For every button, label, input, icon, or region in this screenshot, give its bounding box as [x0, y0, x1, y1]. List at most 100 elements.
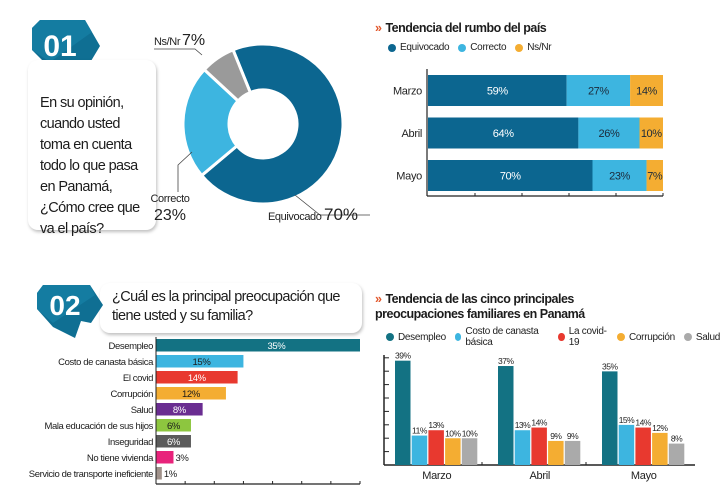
bar-equivocado-abril — [428, 117, 579, 149]
bar-value-label: 6% — [167, 421, 181, 432]
bar-corrupcion — [156, 387, 226, 400]
row-label-abril: Abril — [401, 128, 422, 140]
category-label-desempleo: Desempleo — [109, 341, 154, 352]
donut-slice-correcto — [181, 67, 241, 178]
legend-label: Desempleo — [398, 331, 446, 343]
bar-la-covid-19-mayo — [635, 427, 651, 465]
category-label-corrupcion: Corrupción — [111, 389, 154, 400]
bar-salud-abril — [564, 440, 581, 465]
x-tick-label-marzo: Marzo — [422, 470, 451, 482]
bar-value-label: 35% — [602, 361, 618, 371]
bar-value-label: 35% — [267, 341, 286, 352]
bar-equivocado-marzo — [428, 75, 567, 106]
bar-costo-de-canasta-basica — [156, 355, 244, 368]
question-2-box — [100, 283, 362, 333]
category-label-servicio-de-transporte-ineficiente: Servicio de transporte ineficiente — [29, 469, 153, 480]
section-02-number: 02 — [49, 290, 80, 321]
bar-ns-nr-abril — [639, 117, 663, 149]
bar-value-label: 27% — [588, 86, 609, 98]
bar-salud-marzo — [461, 438, 478, 465]
donut-label-correcto: Correcto — [151, 193, 190, 205]
donut-value-equivocado: 70% — [324, 205, 358, 224]
bar-no-tiene-vivienda — [156, 451, 174, 464]
category-label-mala-educacion-de-sus-hijos: Mala educación de sus hijos — [44, 421, 153, 432]
donut-label-nsnr: Ns/Nr — [154, 36, 181, 48]
bar-value-label: 11% — [412, 426, 428, 436]
legend-label: La covid-19 — [568, 326, 607, 348]
bar-value-label: 8% — [671, 434, 683, 444]
donut-value-nsnr: 7% — [182, 32, 205, 49]
bar-ns-nr-mayo — [646, 160, 663, 191]
bar-value-label: 12% — [182, 389, 201, 400]
bar-salud-mayo — [668, 443, 685, 465]
bar-costo-de-canasta-basica-abril — [514, 430, 531, 465]
legend-dot-icon — [454, 333, 462, 341]
section-01-number: 01 — [43, 30, 76, 63]
category-label-inseguridad: Inseguridad — [108, 437, 153, 448]
legend-dot-icon — [617, 333, 625, 341]
donut-slice-ns-nr — [202, 47, 253, 104]
bar-value-label: 26% — [599, 128, 620, 140]
question-1-box — [28, 60, 156, 230]
bar-value-label: 23% — [609, 171, 630, 183]
bar-value-label: 14% — [635, 418, 651, 428]
row-label-mayo: Mayo — [396, 171, 422, 183]
preocupaciones-legend-item-corrupcion: Corrupción — [617, 332, 675, 343]
preocupaciones-legend-item-la-covid-19: La covid-19 — [558, 326, 608, 348]
tendencia-rumbo-chart: Marzo 59% 27% 14% Abril 64% 26% 10% Mayo 70% 23% 7% — [393, 69, 664, 197]
donut-slice-equivocado — [199, 42, 345, 206]
bar-desempleo-mayo — [602, 371, 618, 465]
bar-value-label: 10% — [462, 428, 478, 438]
bar-value-label: 10% — [445, 428, 461, 438]
bar-value-label: 9% — [567, 431, 579, 441]
question-2-text: ¿Cuál es la principal preocupación que t… — [112, 289, 340, 324]
bar-inseguridad — [156, 435, 191, 448]
category-label-costo-de-canasta-basica: Costo de canasta básica — [58, 357, 154, 368]
preocupaciones-legend-item-desempleo: Desempleo — [386, 332, 446, 343]
bar-corrupcion-abril — [548, 440, 564, 465]
bar-value-label: 59% — [487, 86, 508, 98]
bar-value-label: 13% — [515, 420, 531, 430]
legend-dot-icon — [386, 333, 394, 341]
bar-value-label: 64% — [493, 128, 514, 140]
legend-label: Costo de canasta básica — [465, 326, 539, 348]
tendencia-rumbo-legend: Equivocado Correcto Ns/Nr — [388, 42, 552, 53]
bar-desempleo-marzo — [395, 360, 411, 465]
bar-value-label: 15% — [193, 357, 212, 368]
bar-correcto-abril — [578, 117, 640, 149]
bar-value-label: 70% — [500, 171, 521, 183]
preocupaciones-legend-item-salud: Salud — [683, 332, 720, 343]
bar-desempleo — [156, 339, 360, 352]
legend-label: Equivocado — [400, 42, 450, 53]
bar-costo-de-canasta-basica-marzo — [411, 435, 428, 465]
bar-value-label: 8% — [173, 405, 187, 416]
bar-mala-educacion-de-sus-hijos — [156, 419, 191, 432]
row-label-marzo: Marzo — [393, 86, 422, 98]
bar-correcto-mayo — [592, 160, 647, 191]
x-tick-label-mayo: Mayo — [631, 470, 657, 482]
chevron-icon: » — [375, 21, 382, 35]
category-label-el-covid: El covid — [123, 373, 153, 384]
chevron-icon: » — [375, 292, 382, 306]
bar-desempleo-abril — [498, 366, 514, 465]
bar-la-covid-19-marzo — [428, 430, 444, 465]
bar-value-label: 12% — [652, 423, 668, 433]
donut-label-equivocado: Equivocado — [268, 211, 322, 223]
legend-dot-icon — [388, 43, 396, 52]
bar-value-label: 14% — [531, 418, 547, 428]
bar-value-label: 1% — [164, 469, 178, 480]
bar-value-label: 14% — [636, 86, 657, 98]
bar-value-label: 37% — [498, 356, 514, 366]
bar-costo-de-canasta-basica-mayo — [618, 424, 635, 465]
legend-dot-icon — [515, 43, 524, 52]
bar-ns-nr-marzo — [630, 75, 663, 106]
bar-corrupcion-mayo — [652, 432, 668, 465]
question-1-text: En su opinión, cuando usted toma en cuen… — [40, 95, 140, 237]
tendencia-preocupaciones-legend: Desempleo Costo de canasta básica La covid… — [386, 326, 720, 348]
bar-value-label: 13% — [428, 420, 444, 430]
bar-correcto-marzo — [566, 75, 631, 106]
bar-value-label: 10% — [641, 128, 662, 140]
bar-equivocado-mayo — [428, 160, 593, 191]
bar-value-label: 6% — [167, 437, 181, 448]
